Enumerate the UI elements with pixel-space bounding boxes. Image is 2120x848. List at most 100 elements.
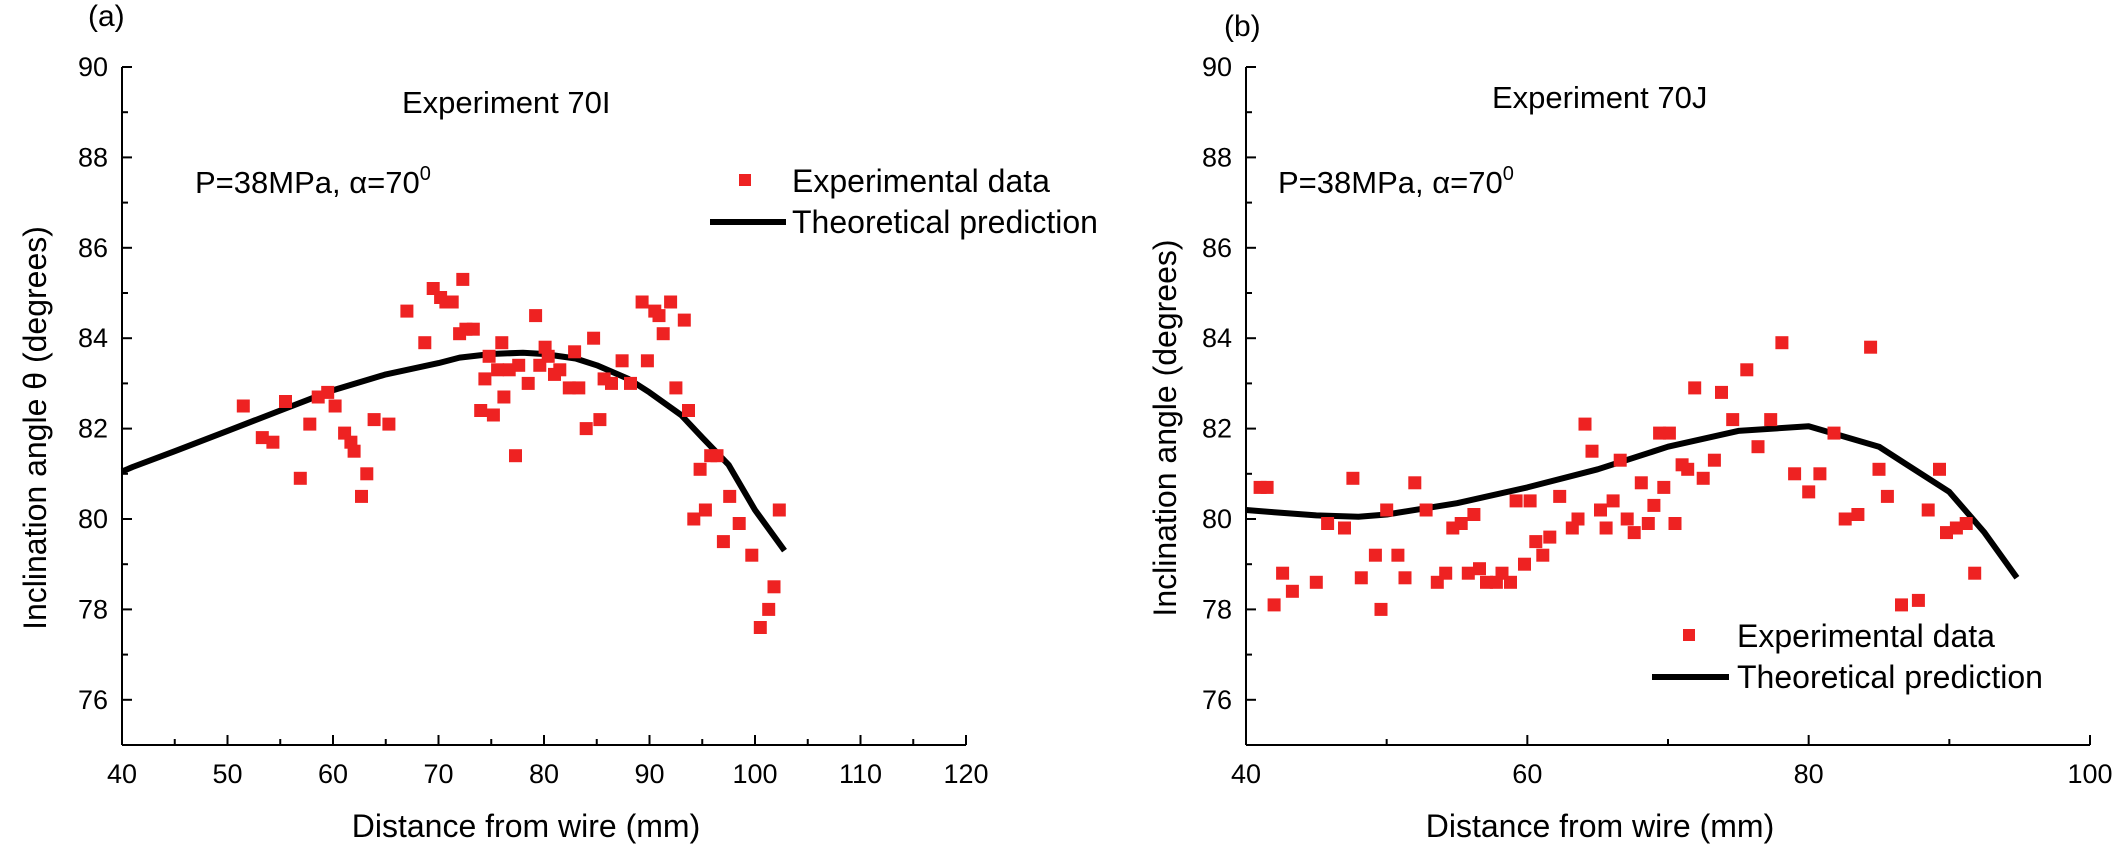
y-tick-label: 88 <box>1202 142 1232 172</box>
legend-label-experimental: Experimental data <box>792 163 1050 199</box>
data-point <box>615 354 629 368</box>
data-point <box>1921 503 1935 517</box>
data-point <box>698 503 712 517</box>
x-tick-label: 60 <box>318 759 348 789</box>
data-point <box>1880 489 1894 503</box>
panel-label: (b) <box>1224 10 1261 43</box>
x-tick-label: 80 <box>529 759 559 789</box>
x-axis-label: Distance from wire (mm) <box>352 808 700 844</box>
legend-label-experimental: Experimental data <box>1737 618 1995 654</box>
data-point <box>1380 503 1394 517</box>
panel-b: (b) Experiment 70J P=38MPa, α=700 Inclin… <box>1147 10 2113 844</box>
data-point <box>1338 521 1351 535</box>
data-point <box>1668 517 1682 530</box>
data-point <box>347 444 361 458</box>
y-tick-label: 80 <box>78 504 108 534</box>
x-tick-label: 40 <box>107 759 137 789</box>
data-point <box>1439 566 1453 580</box>
data-point <box>478 372 492 386</box>
axes: 76 78 80 82 84 86 88 90 40 60 80 100 <box>1202 52 2113 789</box>
condition-annotation: P=38MPa, α=700 <box>195 163 431 200</box>
data-point <box>1260 480 1274 494</box>
data-point <box>456 272 470 286</box>
data-point <box>745 548 759 562</box>
data-point <box>579 422 593 436</box>
x-tick-label: 120 <box>943 759 988 789</box>
data-point <box>1620 512 1634 526</box>
data-point <box>236 399 250 413</box>
y-tick-label: 86 <box>78 233 108 263</box>
data-point <box>652 309 666 323</box>
data-point <box>1321 517 1335 530</box>
data-point <box>1872 462 1886 476</box>
data-point <box>293 471 307 485</box>
panel-a: (a) Experiment 70I P=38MPa, α=700 Inclin… <box>17 0 1098 844</box>
data-points-layer <box>236 272 786 634</box>
data-point <box>1398 571 1412 585</box>
data-point <box>572 381 586 395</box>
legend-label-theoretical: Theoretical prediction <box>792 204 1098 240</box>
data-point <box>1408 476 1422 490</box>
data-point <box>1599 521 1613 535</box>
data-point <box>482 349 496 363</box>
data-point <box>1634 476 1648 490</box>
data-point <box>495 336 509 350</box>
x-tick-label: 70 <box>423 759 453 789</box>
data-point <box>1553 489 1567 503</box>
x-tick-label: 100 <box>2067 759 2112 789</box>
data-point <box>1657 480 1671 494</box>
data-point <box>529 309 543 323</box>
data-point <box>521 376 535 390</box>
data-point <box>497 390 511 404</box>
data-point <box>1523 494 1537 508</box>
data-point <box>1681 462 1695 476</box>
data-point <box>1606 494 1620 508</box>
data-point <box>1571 512 1585 526</box>
data-point <box>255 431 269 445</box>
data-point <box>1578 417 1592 431</box>
data-point <box>1368 548 1382 562</box>
data-point <box>1594 503 1607 517</box>
x-tick-label: 90 <box>634 759 664 789</box>
legend: Experimental data Theoretical prediction <box>1652 618 2043 695</box>
data-point <box>1775 336 1789 350</box>
data-point <box>1285 584 1299 598</box>
data-point <box>568 345 582 359</box>
data-point <box>1864 340 1878 354</box>
data-point <box>772 503 786 517</box>
chart-title: Experiment 70J <box>1492 80 1707 115</box>
data-point <box>418 336 432 350</box>
data-point <box>509 449 522 463</box>
data-point <box>635 295 649 309</box>
data-point <box>664 295 678 309</box>
data-point <box>321 385 335 399</box>
y-axis-label: Inclination angle θ (degrees) <box>17 226 53 630</box>
data-point <box>1827 426 1841 440</box>
data-point <box>1911 593 1925 607</box>
data-point <box>1461 566 1475 580</box>
data-point <box>466 322 480 336</box>
y-tick-label: 80 <box>1202 504 1232 534</box>
data-point <box>1696 471 1710 485</box>
theoretical-prediction-line <box>1245 423 2020 580</box>
data-point <box>1959 517 1973 530</box>
data-point <box>1391 548 1405 562</box>
data-points-layer <box>1253 336 1982 616</box>
data-point <box>1518 557 1531 571</box>
y-tick-label: 76 <box>1202 685 1232 715</box>
data-point <box>723 489 737 503</box>
data-point <box>1788 467 1802 481</box>
theoretical-prediction-line <box>120 349 787 553</box>
data-point <box>1647 498 1661 512</box>
chart-title: Experiment 70I <box>402 85 611 120</box>
data-point <box>1509 494 1523 508</box>
data-point <box>367 413 381 427</box>
annotation-superscript: 0 <box>420 163 431 185</box>
data-point <box>1949 521 1963 535</box>
data-point <box>1940 526 1953 540</box>
data-point <box>1354 571 1368 585</box>
x-tick-label: 100 <box>732 759 777 789</box>
data-point <box>1613 453 1627 467</box>
data-point <box>656 327 670 341</box>
